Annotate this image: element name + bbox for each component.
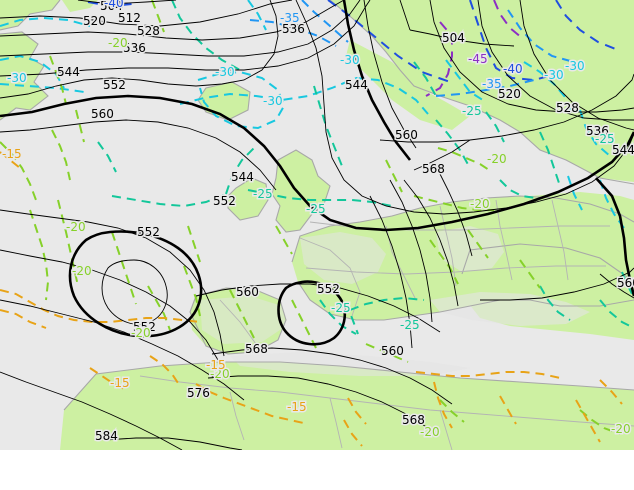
temperature-contour-label: -40 [104,0,124,10]
height-contour-label: 568 [402,413,425,427]
temperature-contour-label: -20 [72,264,92,278]
coastline-layer [0,0,634,450]
height-contour-label: 504 [100,0,123,13]
temperature-contour-label: -25 [462,104,482,118]
temperature-contour-layer [0,0,634,447]
temperature-contour-label: -20 [470,197,490,211]
height-contour-label: 560 [617,276,634,290]
temperature-contour-label: -15 [206,358,226,372]
height-contour-label: 560 [381,344,404,358]
temperature-contour-label: -20 [210,367,230,381]
height-contour-label: 552 [317,282,340,296]
height-contour-label: 560 [395,128,418,142]
height-contour-label: 552 [137,225,160,239]
temperature-contour-label: -30 [263,94,283,108]
height-contour-label: 528 [556,101,579,115]
temperature-contour-label: -30 [340,53,360,67]
temperature-contour-label: -15 [110,376,130,390]
height-contour-label: 584 [95,429,118,443]
height-contour-label: 536 [123,41,146,55]
height-contour-label: 576 [187,386,210,400]
height-contour-label: 520 [83,14,106,28]
temperature-contour-label: -25 [331,301,351,315]
temperature-contour-label: -35 [280,11,300,25]
temperature-contour-label: -30 [215,65,235,79]
height-contour-label: 560 [236,285,259,299]
height-contour-label: 552 [133,320,156,334]
height-contour-label: 552 [213,194,236,208]
height-contour-label: 568 [422,162,445,176]
height-contour-label: 528 [137,24,160,38]
temperature-contour-label: -20 [420,425,440,439]
temperature-contour-label: -40 [503,62,523,76]
temperature-contour-labels: -40-35-30-30-30-30-45-40-35-30-30-25-25-… [1,0,633,441]
height-contour-label: 544 [231,170,254,184]
height-contour-label: 512 [118,11,141,25]
temperature-contour-label: -30 [7,71,27,85]
height-contour-label: 504 [442,31,465,45]
height-contour-label: 544 [345,78,368,92]
temperature-contour-label: -25 [595,132,615,146]
height-contour-label: 520 [498,87,521,101]
temperature-contour-label: -20 [487,152,507,166]
height-contour-label: 536 [282,22,305,36]
height-contour-label: 552 [103,78,126,92]
temperature-contour-label: -15 [287,400,307,414]
temperature-contour-label: -25 [253,187,273,201]
temperature-contour-label: -25 [306,202,326,216]
temperature-contour-label: -25 [400,318,420,332]
temperature-contour-label: -30 [544,68,564,82]
footer-bar: Height/Temp. 500 hPa [gdmp][°C] ECMWF Mo… [0,450,634,490]
height-contour-label: 560 [91,107,114,121]
height-contour-label: 544 [612,143,634,157]
temperature-contour-label: -30 [565,59,585,73]
temperature-contour-label: -45 [468,52,488,66]
temperature-contour-label: -15 [2,147,22,161]
height-contour-label: 536 [586,124,609,138]
map-canvas[interactable]: 504 512 520 528 536 536 544 544 552 552 544 560 504 5… [0,0,634,450]
grey-terrain-layer [200,226,590,376]
height-contour-layer [0,0,634,450]
temperature-contour-label: -20 [611,422,631,436]
height-contour-labels: 5045125205285365365445445525525445605045… [56,0,634,445]
height-contour-label: 544 [57,65,80,79]
height-contour-label: 568 [245,342,268,356]
temperature-contour-label: -20 [108,36,128,50]
temperature-contour-label: -20 [131,326,151,340]
temperature-contour-label: -20 [66,220,86,234]
temperature-contour-label: -35 [482,77,502,91]
map-svg[interactable]: 5045125205285365365445445525525445605045… [0,0,634,450]
